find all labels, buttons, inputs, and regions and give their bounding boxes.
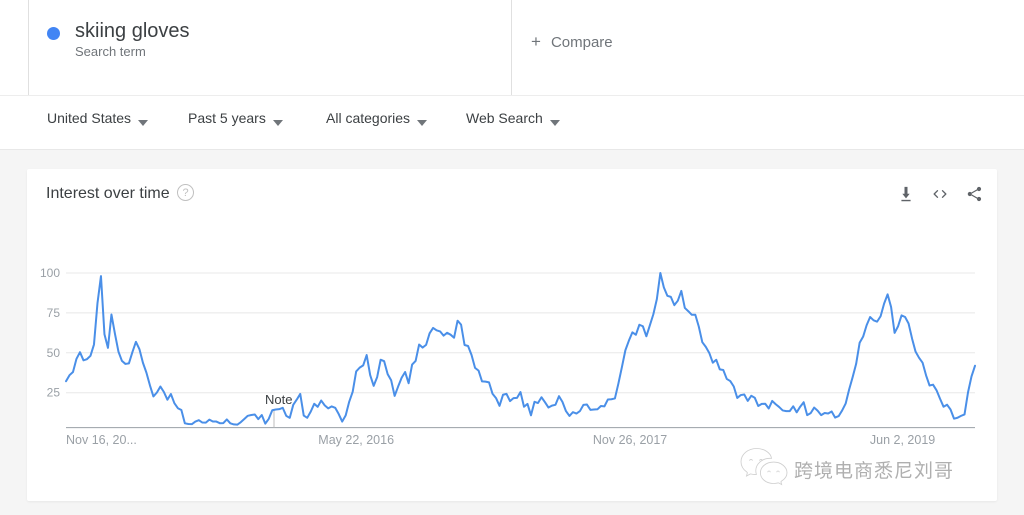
- svg-text:50: 50: [47, 346, 61, 360]
- svg-text:75: 75: [47, 306, 61, 320]
- svg-text:May 22, 2016: May 22, 2016: [318, 433, 394, 447]
- svg-text:Note: Note: [265, 392, 292, 407]
- svg-text:100: 100: [40, 266, 60, 280]
- svg-text:25: 25: [47, 386, 61, 400]
- svg-text:Jun 2, 2019: Jun 2, 2019: [870, 433, 935, 447]
- svg-text:Nov 26, 2017: Nov 26, 2017: [593, 433, 667, 447]
- svg-text:Nov 16, 20...: Nov 16, 20...: [66, 433, 137, 447]
